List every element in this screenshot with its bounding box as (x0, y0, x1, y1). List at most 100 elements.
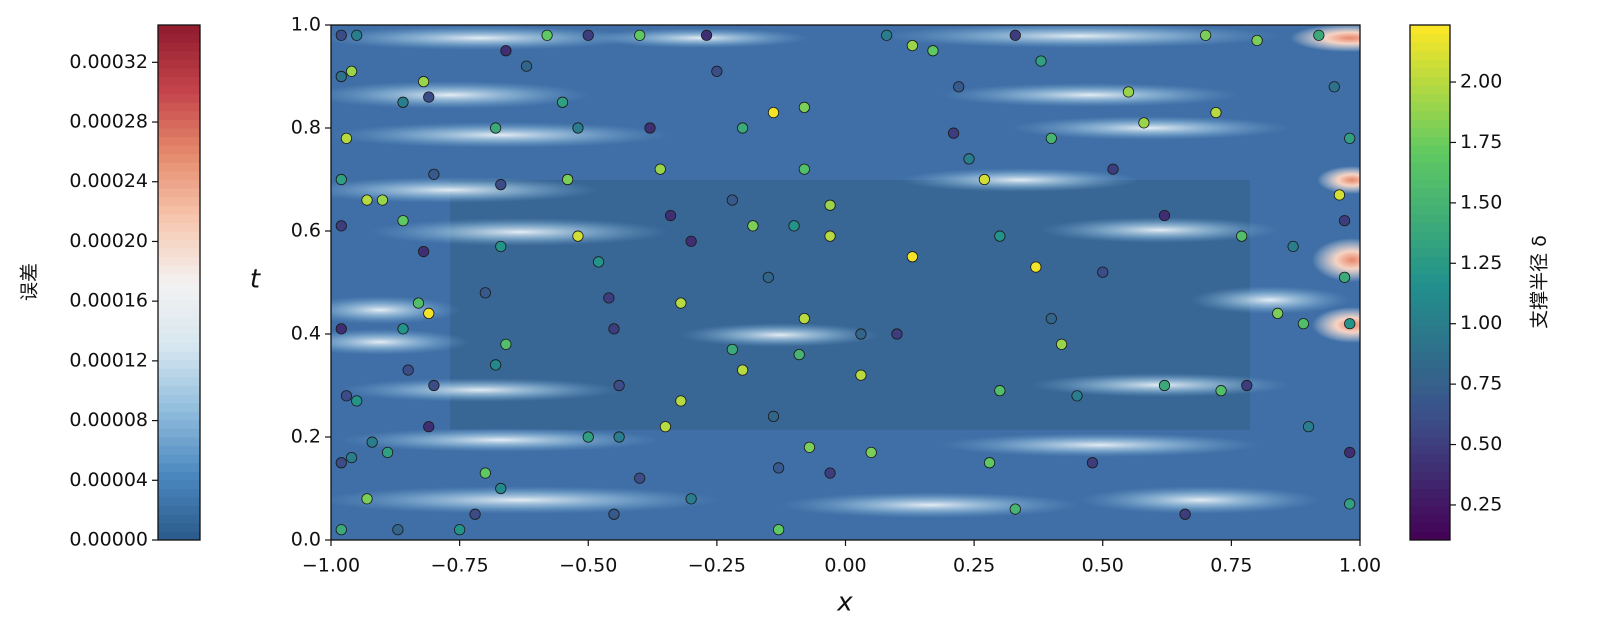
point (994, 230, 1006, 242)
colorbar-band (1410, 153, 1450, 163)
colorbar-band (158, 76, 200, 86)
point (592, 256, 605, 268)
colorbar-band (158, 385, 200, 395)
colorbar-tick-label: 0.00028 (69, 111, 148, 133)
point (767, 410, 780, 422)
point (479, 467, 491, 479)
point (608, 508, 620, 520)
point (418, 76, 430, 88)
colorbar-band (1410, 437, 1450, 447)
x-axis-label: x (836, 588, 853, 618)
colorbar-band (158, 67, 200, 77)
point (418, 246, 430, 258)
colorbar-band (1410, 119, 1450, 129)
error-field (331, 25, 1360, 540)
point (762, 271, 774, 283)
colorbar-band (158, 196, 200, 206)
point (412, 297, 425, 309)
colorbar-tick-label: 2.00 (1460, 71, 1502, 93)
colorbar-band (158, 419, 200, 429)
point (1158, 379, 1171, 392)
colorbar-band (158, 25, 200, 35)
x-tick-label: −0.50 (559, 555, 617, 577)
point (1236, 230, 1248, 242)
point (767, 106, 780, 119)
colorbar-band (1410, 213, 1450, 223)
point (495, 240, 507, 253)
point (1297, 318, 1310, 330)
point (1122, 86, 1135, 98)
point (1055, 338, 1068, 350)
colorbar-tick-label: 0.25 (1460, 493, 1502, 515)
point (428, 379, 440, 392)
colorbar-band (158, 368, 200, 378)
colorbar-band (1410, 282, 1450, 292)
x-tick-label: −0.75 (431, 555, 489, 577)
colorbar-band (1410, 265, 1450, 275)
point (798, 101, 810, 114)
colorbar-band (158, 110, 200, 120)
point (1344, 446, 1356, 459)
point (1030, 261, 1042, 273)
colorbar-band (158, 308, 200, 318)
point (1009, 503, 1021, 515)
point (1045, 132, 1057, 144)
colorbar-band (158, 428, 200, 438)
point (402, 364, 414, 376)
point (685, 493, 697, 505)
point (500, 45, 512, 57)
colorbar-tick-label: 0.00032 (69, 51, 148, 73)
colorbar-band (158, 256, 200, 266)
point (881, 29, 893, 41)
colorbar-band (1410, 42, 1450, 52)
point (490, 359, 502, 371)
point (824, 230, 836, 242)
point (659, 421, 672, 433)
colorbar-band (158, 342, 200, 352)
point (1344, 132, 1356, 144)
point (824, 467, 836, 479)
colorbar-band (1410, 359, 1450, 369)
colorbar-band (158, 359, 200, 369)
point (1338, 271, 1351, 283)
colorbar-band (158, 265, 200, 275)
colorbar-band (158, 273, 200, 283)
colorbar-band (1410, 85, 1450, 95)
colorbar-tick-label: 0.00004 (69, 469, 148, 491)
colorbar-band (1410, 351, 1450, 361)
point (1210, 106, 1222, 119)
colorbar-band (1410, 162, 1450, 172)
colorbar-band (158, 479, 200, 489)
y-tick-label: 0.2 (291, 426, 321, 448)
point (1328, 81, 1340, 93)
point (1035, 55, 1047, 67)
point (675, 395, 687, 407)
colorbar-tick-label: 0.00016 (69, 290, 148, 312)
colorbar-band (158, 522, 200, 532)
point (906, 39, 918, 52)
point (773, 462, 785, 474)
y-tick-label: 0.0 (291, 529, 321, 551)
point (726, 194, 738, 206)
colorbar-band (1410, 102, 1450, 112)
point (345, 451, 358, 464)
point (1071, 390, 1083, 402)
colorbar-band (158, 488, 200, 498)
point (953, 81, 965, 93)
point (423, 421, 435, 433)
colorbar-band (158, 248, 200, 258)
colorbar-tick-label: 1.00 (1460, 312, 1502, 334)
point (644, 122, 656, 134)
colorbar-band (1410, 471, 1450, 481)
point (340, 132, 353, 144)
point (351, 395, 363, 407)
colorbar-band (158, 205, 200, 215)
colorbar-band (158, 179, 200, 189)
point (855, 328, 867, 340)
colorbar-band (1410, 188, 1450, 198)
colorbar-band (1410, 334, 1450, 344)
point (978, 173, 991, 186)
y-tick-label: 0.6 (291, 220, 321, 242)
